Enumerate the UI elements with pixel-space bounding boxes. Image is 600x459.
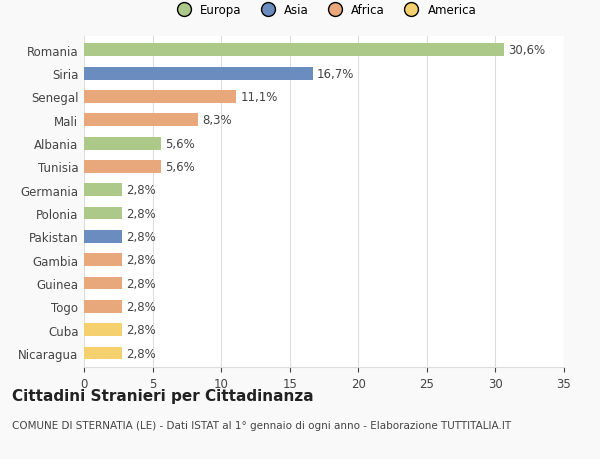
Text: 2,8%: 2,8% — [127, 300, 156, 313]
Bar — [84, 324, 122, 336]
Text: COMUNE DI STERNATIA (LE) - Dati ISTAT al 1° gennaio di ogni anno - Elaborazione : COMUNE DI STERNATIA (LE) - Dati ISTAT al… — [12, 420, 511, 430]
Text: Cittadini Stranieri per Cittadinanza: Cittadini Stranieri per Cittadinanza — [12, 388, 314, 403]
Text: 8,3%: 8,3% — [202, 114, 232, 127]
Text: 30,6%: 30,6% — [508, 44, 545, 57]
Text: 2,8%: 2,8% — [127, 277, 156, 290]
Bar — [84, 207, 122, 220]
Text: 5,6%: 5,6% — [165, 161, 194, 174]
Bar — [84, 114, 198, 127]
Text: 2,8%: 2,8% — [127, 207, 156, 220]
Text: 2,8%: 2,8% — [127, 230, 156, 243]
Bar — [84, 184, 122, 197]
Text: 2,8%: 2,8% — [127, 254, 156, 267]
Bar — [84, 137, 161, 150]
Text: 11,1%: 11,1% — [241, 91, 278, 104]
Text: 16,7%: 16,7% — [317, 67, 355, 80]
Bar — [84, 300, 122, 313]
Text: 5,6%: 5,6% — [165, 137, 194, 150]
Text: 2,8%: 2,8% — [127, 324, 156, 336]
Bar — [84, 254, 122, 267]
Legend: Europa, Asia, Africa, America: Europa, Asia, Africa, America — [167, 0, 481, 22]
Bar — [84, 277, 122, 290]
Bar — [84, 67, 313, 80]
Bar — [84, 91, 236, 104]
Bar — [84, 161, 161, 174]
Text: 2,8%: 2,8% — [127, 184, 156, 197]
Bar — [84, 347, 122, 360]
Bar — [84, 230, 122, 243]
Text: 2,8%: 2,8% — [127, 347, 156, 360]
Bar — [84, 44, 503, 57]
